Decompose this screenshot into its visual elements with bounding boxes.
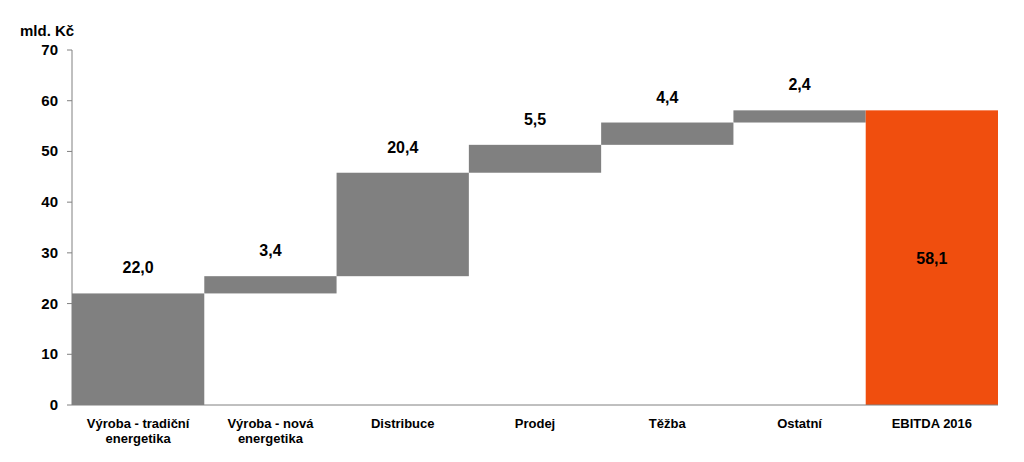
x-tick-label-line: energetika — [106, 431, 172, 446]
y-axis-title: mld. Kč — [20, 22, 74, 39]
x-tick-label-line: Distribuce — [371, 416, 435, 431]
chart: mld. Kč 0 10 20 30 40 50 60 70 22,0 3,4 20,4 5,5 4,4 2… — [0, 0, 1024, 462]
y-tick-label: 60 — [41, 92, 58, 109]
x-tick-label-line: energetika — [238, 431, 304, 446]
bar — [72, 293, 204, 405]
data-label: 58,1 — [916, 250, 947, 267]
y-tick — [67, 50, 72, 51]
y-tick — [67, 100, 72, 101]
y-tick — [67, 252, 72, 253]
x-tick-label-line: Prodej — [515, 416, 555, 431]
y-tick-label: 0 — [50, 396, 58, 413]
x-tick-label-line: Těžba — [649, 416, 687, 431]
y-tick — [67, 354, 72, 355]
x-tick-label: Výroba - nováenergetika — [227, 416, 314, 446]
x-tick-label-line: Výroba - tradiční — [87, 416, 190, 431]
x-tick-label: Distribuce — [371, 416, 435, 431]
x-tick-label: Ostatní — [777, 416, 822, 431]
y-tick — [67, 151, 72, 152]
x-tick-label: Těžba — [649, 416, 687, 431]
x-tick-label-line: EBITDA 2016 — [892, 416, 972, 431]
y-tick — [67, 405, 72, 406]
data-label: 4,4 — [656, 89, 678, 106]
bar — [204, 276, 336, 293]
bar — [337, 173, 469, 276]
data-label: 22,0 — [123, 259, 154, 276]
data-label: 5,5 — [524, 111, 546, 128]
x-tick-label: EBITDA 2016 — [892, 416, 972, 431]
y-tick-label: 10 — [41, 345, 58, 362]
y-tick-label: 50 — [41, 142, 58, 159]
y-tick-label: 70 — [41, 41, 58, 58]
y-tick — [67, 202, 72, 203]
data-label: 3,4 — [259, 242, 281, 259]
x-axis-line — [72, 405, 998, 406]
y-tick — [67, 303, 72, 304]
bars — [72, 110, 998, 405]
data-label: 2,4 — [788, 76, 810, 93]
x-tick-label: Výroba - tradičníenergetika — [87, 416, 190, 446]
y-tick-label: 20 — [41, 295, 58, 312]
x-tick-label-line: Výroba - nová — [227, 416, 314, 431]
y-tick-label: 30 — [41, 244, 58, 261]
data-label: 20,4 — [387, 139, 418, 156]
y-tick-label: 40 — [41, 193, 58, 210]
bar — [469, 145, 601, 173]
x-tick-label-line: Ostatní — [777, 416, 822, 431]
bar — [733, 110, 865, 122]
total-bar — [866, 110, 998, 405]
bar — [601, 123, 733, 145]
x-tick-label: Prodej — [515, 416, 555, 431]
